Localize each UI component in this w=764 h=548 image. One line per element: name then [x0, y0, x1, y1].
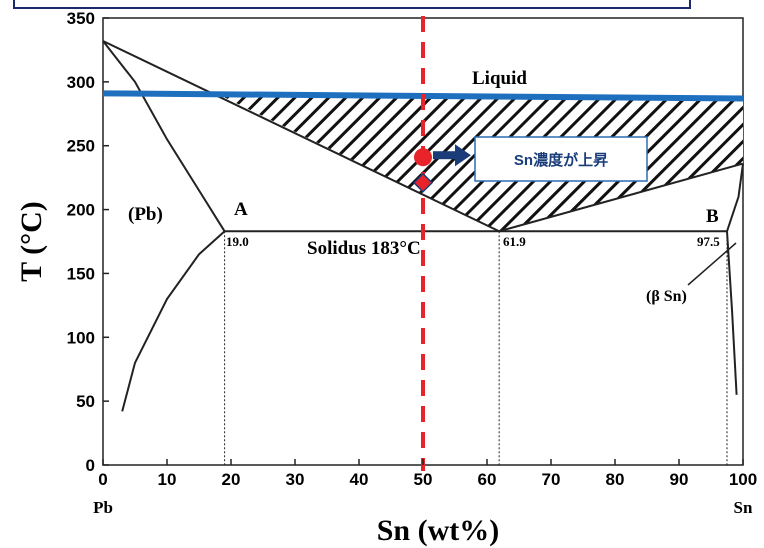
y-tick-label: 350 — [67, 9, 95, 28]
label-point-a: A — [234, 199, 248, 220]
curve-solvus-sn — [726, 231, 738, 395]
label-solidus: Solidus 183°C — [307, 238, 421, 259]
composition-markers — [412, 148, 434, 193]
x-tick-label: 0 — [98, 470, 107, 489]
label-composition-61-9: 61.9 — [503, 234, 526, 249]
x-end-label-sn: Sn — [734, 498, 753, 517]
y-tick-label: 50 — [76, 392, 95, 411]
x-tick-label: 30 — [286, 470, 305, 489]
label-composition-97-5: 97.5 — [697, 234, 720, 249]
y-axis-title: T (°C) — [15, 201, 48, 282]
label-beta-sn: (β Sn) — [646, 288, 687, 305]
x-tick-label: 60 — [478, 470, 497, 489]
curve-liquidus-left — [102, 40, 500, 233]
x-tick-label: 70 — [542, 470, 561, 489]
curve-liquidus-right — [498, 162, 744, 233]
x-tick-label: 90 — [670, 470, 689, 489]
label-liquid: Liquid — [472, 68, 527, 89]
y-axis-ticks: 0 50 100 150 200 250 300 350 — [67, 9, 109, 475]
x-tick-label: 50 — [414, 470, 433, 489]
beta-sn-pointer-line — [687, 242, 737, 286]
plot-frame — [102, 17, 744, 466]
label-pb-phase: (Pb) — [128, 204, 163, 225]
callout-box — [474, 136, 648, 182]
phase-boundary-curves — [102, 40, 744, 412]
x-tick-label: 40 — [350, 470, 369, 489]
curve-solidus-sn — [726, 163, 744, 232]
x-tick-label: 100 — [729, 470, 757, 489]
x-tick-label: 10 — [158, 470, 177, 489]
x-tick-label: 20 — [222, 470, 241, 489]
y-tick-label: 300 — [67, 73, 95, 92]
top-banner-frame — [13, 0, 691, 9]
y-tick-label: 150 — [67, 264, 95, 283]
marker-circle — [414, 148, 432, 167]
label-composition-19: 19.0 — [226, 234, 249, 249]
y-tick-label: 0 — [86, 456, 95, 475]
y-tick-label: 250 — [67, 137, 95, 156]
x-tick-label: 80 — [606, 470, 625, 489]
curve-solvus-pb — [121, 230, 226, 412]
composition-guide-lines — [224, 231, 728, 465]
x-end-label-pb: Pb — [93, 498, 113, 517]
label-point-b: B — [706, 206, 719, 227]
callout-text: Sn濃度が上昇 — [514, 151, 608, 169]
arrow-right-icon — [433, 144, 471, 167]
marker-diamond — [412, 172, 434, 193]
curve-solidus-pb — [102, 40, 226, 232]
x-axis-title: Sn (wt%) — [377, 514, 500, 547]
y-tick-label: 200 — [67, 201, 95, 220]
y-tick-label: 100 — [67, 328, 95, 347]
x-axis-ticks: 0 10 20 30 40 50 60 70 80 90 100 — [98, 459, 757, 489]
